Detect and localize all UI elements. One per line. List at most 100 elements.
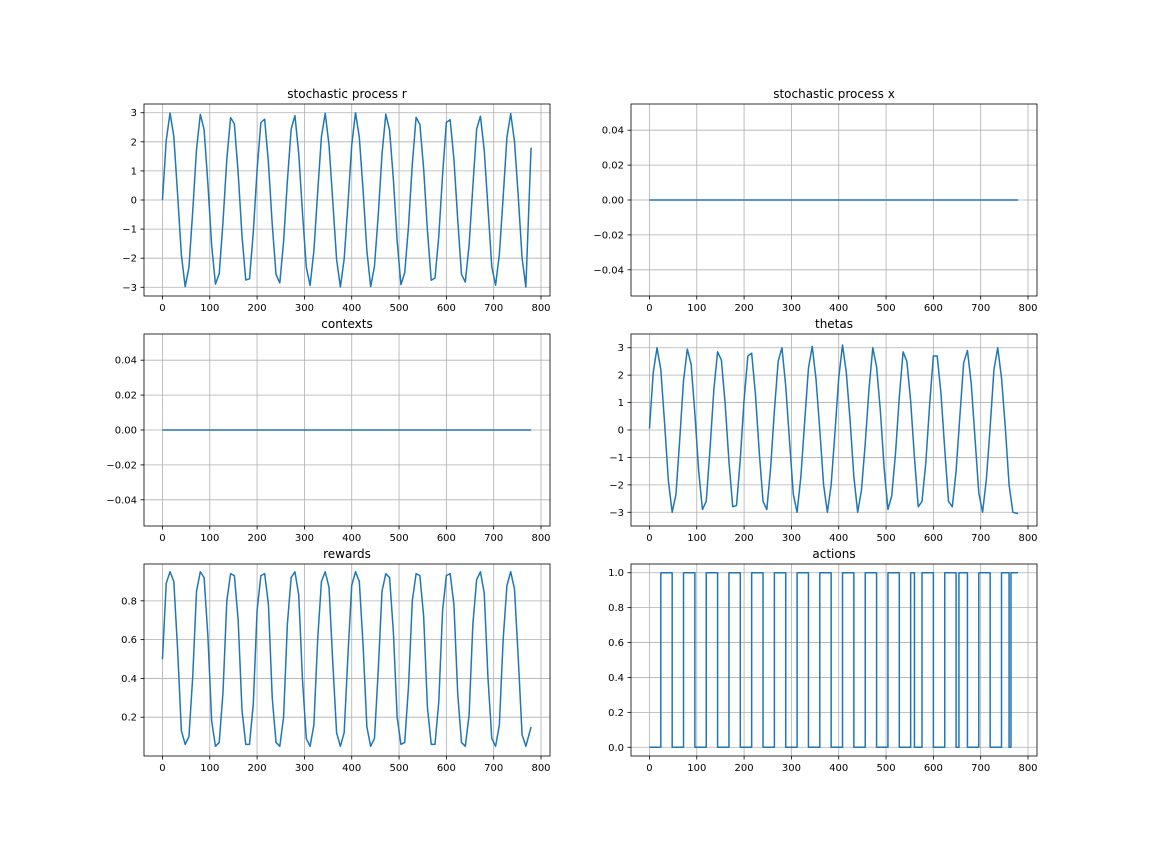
y-tick-label: −1 <box>609 453 624 464</box>
series-line <box>161 571 532 748</box>
x-tick-label: 0 <box>159 533 165 544</box>
y-tick-label: −0.04 <box>593 265 624 276</box>
x-tick-label: 700 <box>971 533 990 544</box>
y-tick-label: 0.04 <box>115 356 137 367</box>
x-tick-label: 800 <box>1018 533 1037 544</box>
x-tick-label: 300 <box>295 533 314 544</box>
panel-title: contexts <box>321 317 372 331</box>
x-tick-label: 300 <box>295 763 314 774</box>
x-tick-label: 300 <box>782 763 801 774</box>
x-tick-label: 700 <box>484 303 503 314</box>
y-tick-label: 0.02 <box>115 391 137 402</box>
x-tick-label: 800 <box>531 303 550 314</box>
panel-title: stochastic process x <box>773 87 895 101</box>
y-tick-label: 1.0 <box>608 568 624 579</box>
x-tick-label: 700 <box>484 533 503 544</box>
panel-title: thetas <box>815 317 853 331</box>
x-tick-label: 400 <box>342 533 361 544</box>
x-tick-label: 500 <box>390 303 409 314</box>
panel-thetas: thetas 0 100 200 300 400 500 600 700 800 −3 −2 −1 0 1… <box>609 317 1037 544</box>
x-tick-label: 600 <box>437 303 456 314</box>
x-tick-label: 700 <box>484 763 503 774</box>
y-tick-label: −3 <box>609 508 624 519</box>
x-tick-label: 400 <box>829 763 848 774</box>
x-tick-label: 700 <box>971 303 990 314</box>
y-tick-label: 0.4 <box>608 673 624 684</box>
x-tick-label: 300 <box>782 533 801 544</box>
x-tick-label: 200 <box>248 533 267 544</box>
x-tick-label: 0 <box>646 533 652 544</box>
panel-actions: actions 0 100 200 300 400 500 600 700 800 0.0 0.2 0… <box>608 547 1037 774</box>
y-tick-label: 1 <box>618 398 624 409</box>
panel-rewards: rewards 0 100 200 300 400 500 600 700 800 0.2 0.4 0… <box>121 547 550 774</box>
series-line <box>161 111 532 288</box>
y-tick-label: −0.04 <box>106 495 137 506</box>
x-tick-label: 500 <box>390 763 409 774</box>
x-tick-label: 0 <box>646 303 652 314</box>
y-tick-label: 0.8 <box>608 603 624 614</box>
series-line <box>648 344 1019 515</box>
x-tick-label: 600 <box>924 763 943 774</box>
x-tick-label: 0 <box>159 763 165 774</box>
x-tick-label: 100 <box>687 763 706 774</box>
x-tick-label: 300 <box>295 303 314 314</box>
x-tick-label: 500 <box>877 763 896 774</box>
y-tick-label: 2 <box>618 371 624 382</box>
x-tick-label: 200 <box>735 303 754 314</box>
axes-frame <box>630 103 1038 297</box>
x-tick-label: 600 <box>437 533 456 544</box>
x-tick-label: 600 <box>437 763 456 774</box>
y-tick-label: −0.02 <box>106 460 137 471</box>
y-tick-label: 0.2 <box>608 708 624 719</box>
panel-title: actions <box>812 547 855 561</box>
x-tick-label: 600 <box>924 533 943 544</box>
y-tick-label: 0.6 <box>121 635 137 646</box>
x-tick-label: 100 <box>200 763 219 774</box>
axes-frame <box>630 333 1038 527</box>
y-tick-label: 0.04 <box>602 126 624 137</box>
x-tick-label: 100 <box>687 533 706 544</box>
x-tick-label: 500 <box>877 533 896 544</box>
x-tick-label: 400 <box>829 533 848 544</box>
y-tick-label: 0.00 <box>115 426 137 437</box>
panel-title: stochastic process r <box>287 87 406 101</box>
y-tick-label: 1 <box>131 166 137 177</box>
x-tick-label: 0 <box>646 763 652 774</box>
y-tick-label: 0 <box>131 196 137 207</box>
x-tick-label: 300 <box>782 303 801 314</box>
x-tick-label: 700 <box>971 763 990 774</box>
panel-stochastic-process-x: stochastic process x 0 100 200 300 400 500 600… <box>593 87 1037 314</box>
axes-frame <box>143 563 551 757</box>
y-tick-label: −1 <box>122 225 137 236</box>
y-tick-label: 0.00 <box>602 196 624 207</box>
x-tick-label: 100 <box>687 303 706 314</box>
axes-frame <box>143 333 551 527</box>
y-tick-label: 0.02 <box>602 161 624 172</box>
y-tick-label: 3 <box>618 343 624 354</box>
x-tick-label: 200 <box>735 533 754 544</box>
x-tick-label: 200 <box>248 303 267 314</box>
panel-stochastic-process-r: stochastic process r 0 100 200 300 400 500 600… <box>122 87 550 314</box>
y-tick-label: 0.8 <box>121 596 137 607</box>
y-tick-label: 0.6 <box>608 638 624 649</box>
x-tick-label: 0 <box>159 303 165 314</box>
y-tick-label: 2 <box>131 137 137 148</box>
x-tick-label: 100 <box>200 533 219 544</box>
axes-frame <box>630 563 1038 757</box>
y-tick-label: 0.0 <box>608 743 624 754</box>
panel-title: rewards <box>323 547 371 561</box>
axes-frame <box>143 103 551 297</box>
x-tick-label: 800 <box>531 763 550 774</box>
series-line <box>649 571 1019 749</box>
x-tick-label: 100 <box>200 303 219 314</box>
y-tick-label: −3 <box>122 283 137 294</box>
x-tick-label: 500 <box>390 533 409 544</box>
x-tick-label: 200 <box>248 763 267 774</box>
y-tick-label: 3 <box>131 108 137 119</box>
y-tick-label: −2 <box>122 254 137 265</box>
y-tick-label: −0.02 <box>593 230 624 241</box>
x-tick-label: 400 <box>342 303 361 314</box>
y-tick-label: 0 <box>618 426 624 437</box>
